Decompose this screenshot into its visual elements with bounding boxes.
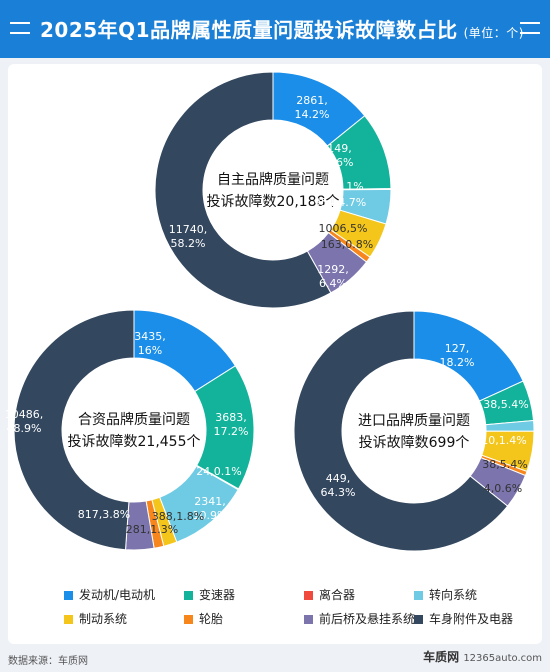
legend-label: 离合器: [319, 588, 356, 602]
legend-item: 车身附件及电器: [414, 610, 513, 627]
data-label: 127, 18.2%: [440, 342, 475, 369]
data-label: 954,4.7%: [314, 196, 366, 209]
data-label: 10,1.4%: [481, 434, 526, 447]
legend-item: 前后桥及悬挂系统: [304, 610, 415, 627]
header-decoration-left: [10, 22, 30, 34]
legend-swatch: [64, 591, 73, 600]
legend-label: 转向系统: [429, 588, 478, 602]
chart-title: 2025年Q1品牌属性质量问题投诉故障数占比 (单位：个): [40, 14, 524, 43]
data-label: 2149, 10.6%: [319, 142, 354, 169]
data-label: 388,1.8%: [152, 510, 204, 523]
data-label: 281,1.3%: [126, 523, 178, 536]
data-label: 817,3.8%: [78, 508, 130, 521]
data-label: 4,0.6%: [484, 482, 522, 495]
legend-label: 车身附件及电器: [429, 612, 514, 626]
legend-item: 发动机/电动机: [64, 586, 155, 603]
legend-swatch: [184, 591, 193, 600]
legend-label: 前后桥及悬挂系统: [319, 612, 416, 626]
title-text: 2025年Q1品牌属性质量问题投诉故障数占比: [40, 18, 458, 42]
data-label: 33,4.7%: [433, 400, 478, 413]
legend-item: 离合器: [304, 586, 355, 603]
legend-item: 轮胎: [184, 610, 223, 627]
data-label: 3435, 16%: [134, 330, 166, 357]
center-label-line: 投诉故障数20,188个: [207, 194, 340, 210]
data-label: 163,0.8%: [321, 238, 373, 251]
logo-name: 车质网: [423, 650, 460, 664]
header-decoration-right: [520, 22, 540, 34]
center-label-line: 投诉故障数21,455个: [68, 434, 201, 450]
data-label: 38,5.4%: [482, 458, 527, 471]
legend-swatch: [304, 591, 313, 600]
data-source: 数据来源：车质网: [8, 656, 88, 667]
legend-label: 轮胎: [199, 612, 224, 626]
slice-8: [293, 310, 509, 552]
donut-hole: [62, 358, 206, 502]
legend-item: 转向系统: [414, 586, 477, 603]
center-label-line: 投诉故障数699个: [359, 435, 470, 451]
center-label-line: 自主品牌质量问题: [217, 171, 329, 188]
legend-item: 制动系统: [64, 610, 127, 627]
legend-item: 变速器: [184, 586, 235, 603]
data-label: 24,0.1%: [196, 465, 241, 478]
data-label: 2861, 14.2%: [295, 94, 330, 121]
center-label-line: 合资品牌质量问题: [78, 411, 190, 428]
data-label: 11740, 58.2%: [169, 223, 208, 250]
data-label: 2341, 10.9%: [193, 495, 228, 522]
legend-swatch: [414, 591, 423, 600]
legend-label: 发动机/电动机: [79, 588, 156, 602]
legend-swatch: [304, 615, 313, 624]
legend-label: 变速器: [199, 588, 236, 602]
data-label: 38,5.4%: [483, 398, 528, 411]
data-label: 449, 64.3%: [321, 472, 356, 499]
data-label: 23,0.1%: [318, 180, 363, 193]
data-label: 3683, 17.2%: [214, 411, 249, 438]
legend-label: 制动系统: [79, 612, 128, 626]
legend-swatch: [64, 615, 73, 624]
header-bar: 2025年Q1品牌属性质量问题投诉故障数占比 (单位：个): [0, 0, 550, 58]
legend-swatch: [414, 615, 423, 624]
logo-url: 12365auto.com: [463, 653, 542, 664]
center-label-line: 进口品牌质量问题: [358, 412, 470, 429]
data-label: 1006,5%: [319, 222, 368, 235]
data-label: 1292, 6.4%: [317, 263, 349, 290]
legend-swatch: [184, 615, 193, 624]
donut-hole: [342, 359, 486, 503]
unit-label: (单位：个): [463, 26, 524, 40]
data-label: 10486, 48.9%: [5, 408, 44, 435]
donut-hole: [203, 120, 343, 260]
site-logo[interactable]: 车质网 12365auto.com: [423, 648, 542, 665]
